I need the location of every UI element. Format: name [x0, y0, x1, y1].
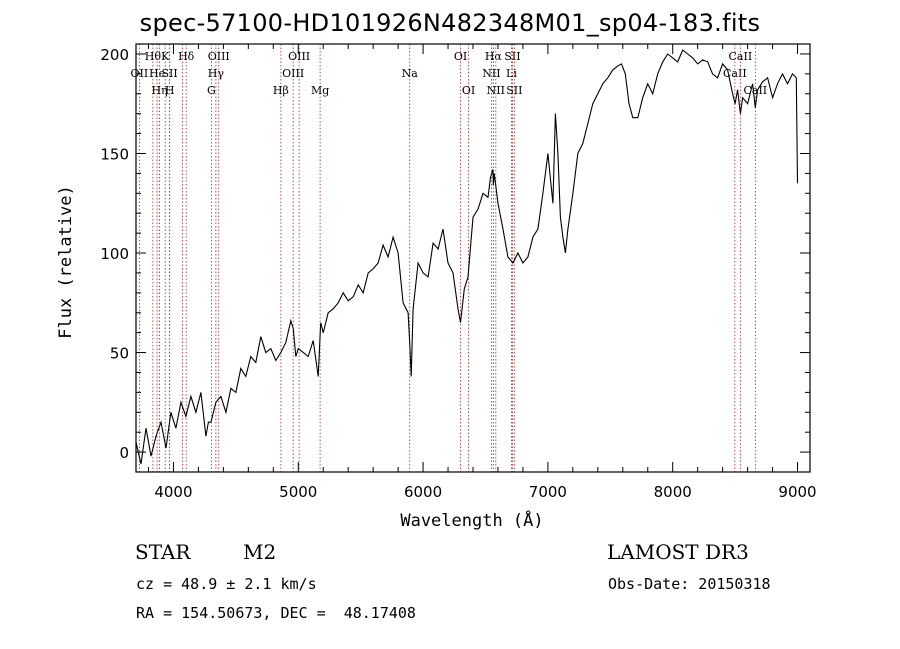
- line-label-19: NII: [482, 67, 500, 80]
- x-tick-label: 7000: [529, 483, 567, 501]
- line-label-27: CaII: [743, 84, 767, 97]
- line-label-12: Hβ: [273, 84, 289, 97]
- y-tick-label: 200: [100, 46, 129, 64]
- line-label-18: OI: [462, 84, 475, 97]
- line-label-6: H: [165, 84, 175, 97]
- object-subclass: M2: [243, 540, 277, 564]
- line-label-13: OIII: [282, 67, 304, 80]
- x-tick-label: 8000: [654, 483, 692, 501]
- line-label-10: G: [207, 84, 216, 97]
- y-tick-label: 100: [100, 245, 129, 263]
- redshift-cz: cz = 48.9 ± 2.1 km/s: [136, 575, 317, 593]
- observation-date: Obs-Date: 20150318: [608, 575, 771, 593]
- series-line-flux: [135, 49, 799, 465]
- line-label-15: Mg: [311, 84, 329, 97]
- y-tick-label: 150: [100, 145, 129, 163]
- x-tick-label: 9000: [778, 483, 816, 501]
- y-tick-label: 0: [119, 444, 129, 462]
- x-tick-label: 5000: [279, 483, 317, 501]
- line-label-3: Hη: [151, 84, 167, 97]
- object-class: STAR: [135, 540, 191, 564]
- emission-line-markers: OIIHθHeHηKSIIHHδHγGOIIIHβOIIIOIIIMgNaOIO…: [131, 44, 767, 472]
- line-label-7: Hδ: [178, 50, 195, 63]
- line-label-26: CaII: [729, 50, 753, 63]
- x-tick-label: 4000: [154, 483, 192, 501]
- line-label-14: OIII: [288, 50, 310, 63]
- survey-name: LAMOST DR3: [607, 540, 749, 564]
- axis-ticks: 4000 5000 6000 7000 8000 9000 0 50 100 150 200: [100, 44, 817, 501]
- line-label-20: Hα: [485, 50, 503, 63]
- x-axis-label: Wavelength (Å): [400, 511, 544, 531]
- y-tick-label: 50: [110, 345, 129, 363]
- line-label-1: Hθ: [145, 50, 162, 63]
- line-label-11: OIII: [208, 50, 230, 63]
- line-label-4: K: [161, 50, 170, 63]
- line-label-24: SII: [506, 84, 522, 97]
- x-tick-label: 6000: [404, 483, 442, 501]
- ra-dec: RA = 154.50673, DEC = 48.17408: [136, 604, 416, 622]
- line-label-22: Li: [506, 67, 517, 80]
- line-label-17: OI: [454, 50, 467, 63]
- chart-title: spec-57100-HD101926N482348M01_sp04-183.f…: [139, 9, 761, 37]
- line-label-9: Hγ: [208, 67, 225, 80]
- line-label-23: SII: [504, 50, 520, 63]
- plot-frame: [135, 43, 811, 473]
- line-label-2: He: [149, 67, 165, 80]
- line-label-16: Na: [402, 67, 419, 80]
- line-label-21: NII: [487, 84, 505, 97]
